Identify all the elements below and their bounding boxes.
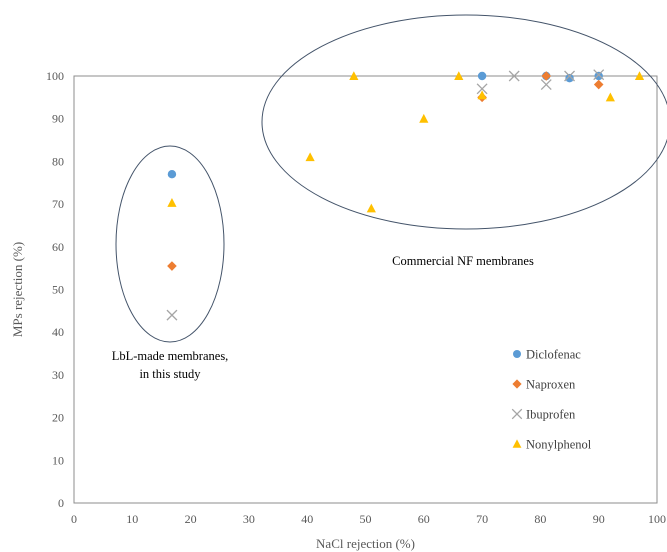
point-x — [540, 79, 552, 90]
point-triangle — [605, 92, 615, 102]
legend-label: Naproxen — [526, 378, 576, 392]
point-triangle — [305, 152, 315, 162]
point-x — [166, 309, 178, 321]
point-triangle — [512, 439, 522, 448]
commercial-membranes-ellipse — [261, 14, 667, 230]
point-circle — [513, 350, 521, 358]
x-tick-label: 50 — [360, 512, 372, 526]
point-triangle — [349, 71, 359, 80]
x-tick-label: 100 — [648, 512, 666, 526]
legend-label: Diclofenac — [526, 348, 581, 362]
legend: Diclofenac Naproxen Ibuprofen Nonylphenol — [511, 348, 592, 452]
legend-item: Naproxen — [512, 378, 576, 392]
x-tick-label: 90 — [593, 512, 605, 526]
x-stroke — [166, 309, 178, 321]
point-circle — [594, 71, 603, 81]
x-stroke — [593, 69, 605, 81]
group-ellipses — [115, 14, 667, 343]
point-triangle — [419, 113, 429, 123]
plot-frame — [73, 75, 658, 504]
legend-label: Nonylphenol — [526, 438, 592, 452]
y-tick-label: 30 — [52, 368, 64, 382]
point-x — [476, 83, 488, 95]
point-diamond — [512, 379, 522, 389]
series-ibuprofen — [166, 69, 605, 321]
legend-label: Ibuprofen — [526, 408, 576, 422]
point-triangle — [366, 203, 376, 213]
x-stroke — [564, 70, 576, 82]
point-x — [508, 70, 520, 82]
legend-item: Nonylphenol — [512, 438, 592, 452]
point-x — [564, 70, 576, 82]
series-diclofenac — [167, 71, 603, 179]
tick-labels: 0 10 20 30 40 50 60 70 80 90 100 0 10 20 30 40 50 60 70 80 9… — [46, 69, 666, 526]
x-stroke — [508, 70, 520, 82]
annotation-text: Commercial NF membranes — [392, 254, 534, 268]
x-stroke — [511, 408, 523, 420]
point-triangle — [167, 198, 177, 207]
y-tick-label: 0 — [58, 496, 64, 510]
x-tick-label: 10 — [126, 512, 138, 526]
point-diamond — [167, 261, 177, 271]
point-x — [511, 408, 523, 420]
plot-area-border — [73, 75, 658, 504]
data-points — [166, 69, 645, 321]
legend-item: Diclofenac — [513, 348, 581, 362]
y-tick-label: 80 — [52, 154, 64, 168]
y-tick-label: 40 — [52, 325, 64, 339]
point-circle — [167, 170, 177, 179]
annotation-text: LbL-made membranes, — [112, 349, 229, 363]
x-axis-title: NaCl rejection (%) — [316, 536, 415, 551]
y-axis-title: MPs rejection (%) — [10, 242, 25, 337]
point-diamond — [593, 79, 604, 90]
x-tick-label: 60 — [418, 512, 430, 526]
lbl-membranes-ellipse — [115, 145, 225, 343]
y-tick-label: 20 — [52, 411, 64, 425]
annotation-text: in this study — [139, 367, 201, 381]
y-tick-label: 50 — [52, 283, 64, 297]
point-diamond — [541, 71, 552, 81]
series-nonylphenol — [167, 71, 645, 213]
legend-item: Ibuprofen — [511, 408, 576, 422]
x-tick-label: 20 — [185, 512, 197, 526]
point-triangle — [454, 71, 464, 80]
point-triangle — [477, 90, 487, 100]
y-tick-label: 10 — [52, 453, 64, 467]
x-tick-label: 0 — [71, 512, 77, 526]
y-tick-label: 60 — [52, 240, 64, 254]
y-tick-label: 70 — [52, 197, 64, 211]
y-tick-label: 100 — [46, 69, 64, 83]
x-tick-label: 80 — [534, 512, 546, 526]
y-tick-label: 90 — [52, 112, 64, 126]
x-tick-label: 40 — [301, 512, 313, 526]
point-triangle — [634, 71, 645, 80]
x-tick-label: 30 — [243, 512, 255, 526]
series-naproxen — [167, 71, 604, 271]
point-circle — [477, 71, 487, 81]
x-stroke — [476, 83, 488, 95]
point-x — [593, 69, 605, 81]
x-stroke — [540, 79, 552, 90]
annotations: LbL-made membranes, in this study Commerci… — [112, 254, 534, 381]
x-tick-label: 70 — [476, 512, 488, 526]
point-circle — [565, 73, 574, 83]
